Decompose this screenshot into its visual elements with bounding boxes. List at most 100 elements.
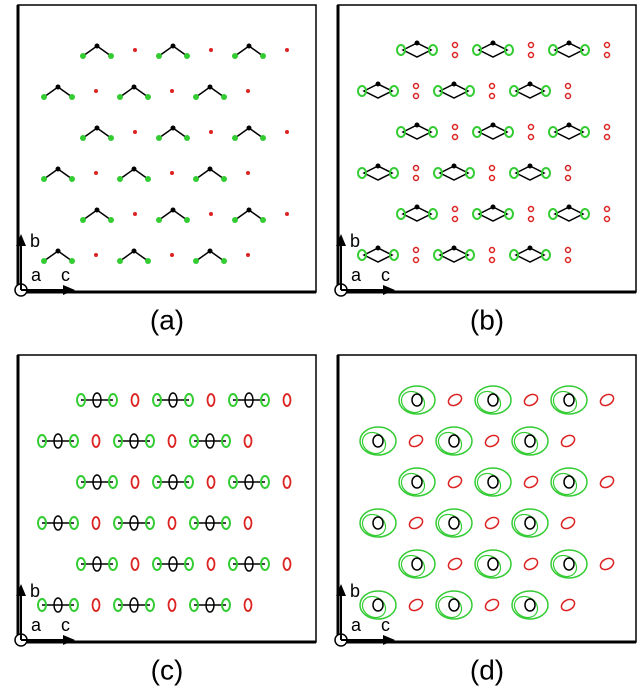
atom bbox=[436, 427, 472, 455]
ion bbox=[605, 135, 610, 140]
atom bbox=[56, 167, 61, 172]
atom bbox=[415, 41, 420, 46]
atom bbox=[567, 41, 572, 46]
ion bbox=[605, 53, 610, 58]
ion bbox=[446, 556, 463, 572]
atom bbox=[232, 53, 238, 59]
atom bbox=[449, 517, 459, 529]
ion bbox=[285, 130, 289, 134]
panel-label: (b) bbox=[470, 304, 504, 335]
atom bbox=[525, 599, 535, 611]
atom bbox=[41, 176, 47, 182]
ion bbox=[559, 433, 576, 449]
atom bbox=[193, 258, 199, 264]
atom bbox=[69, 94, 75, 100]
axis-label: a bbox=[31, 615, 42, 635]
ion bbox=[453, 135, 458, 140]
panel-frame bbox=[18, 355, 316, 642]
atom bbox=[475, 386, 511, 414]
atom bbox=[525, 435, 535, 447]
ion bbox=[483, 597, 500, 613]
ion bbox=[566, 84, 571, 89]
atom bbox=[475, 468, 511, 496]
atom bbox=[80, 217, 86, 223]
ion bbox=[453, 207, 458, 212]
atom bbox=[208, 249, 213, 254]
axis-label: c bbox=[61, 265, 70, 285]
atom bbox=[132, 249, 137, 254]
atom bbox=[399, 468, 435, 496]
atom bbox=[208, 85, 213, 90]
ion bbox=[566, 248, 571, 253]
atom bbox=[95, 44, 100, 49]
ion bbox=[284, 394, 291, 406]
axis-label: a bbox=[351, 265, 362, 285]
ion bbox=[529, 43, 534, 48]
atom bbox=[221, 94, 227, 100]
atom bbox=[491, 205, 496, 210]
atom bbox=[41, 258, 47, 264]
ion bbox=[209, 48, 213, 52]
atom bbox=[145, 258, 151, 264]
atom bbox=[415, 123, 420, 128]
axis-label: c bbox=[381, 615, 390, 635]
atom bbox=[373, 599, 383, 611]
ion bbox=[566, 258, 571, 263]
atom bbox=[232, 217, 238, 223]
ion bbox=[605, 217, 610, 222]
ion bbox=[132, 394, 139, 406]
atom bbox=[376, 246, 381, 251]
ion bbox=[94, 171, 98, 175]
ion bbox=[446, 392, 463, 408]
atom bbox=[247, 44, 252, 49]
atom bbox=[145, 176, 151, 182]
ion bbox=[93, 599, 100, 611]
ion bbox=[453, 217, 458, 222]
atom bbox=[528, 82, 533, 87]
ion bbox=[529, 125, 534, 130]
atom bbox=[117, 176, 123, 182]
ion bbox=[414, 84, 419, 89]
ion bbox=[414, 176, 419, 181]
atom bbox=[247, 126, 252, 131]
atom bbox=[184, 135, 190, 141]
atom bbox=[260, 53, 266, 59]
atom bbox=[156, 135, 162, 141]
ion bbox=[566, 94, 571, 99]
atom bbox=[567, 123, 572, 128]
ion bbox=[559, 597, 576, 613]
ion bbox=[453, 125, 458, 130]
axis-label: b bbox=[350, 581, 360, 601]
ion bbox=[209, 130, 213, 134]
panel-label: (a) bbox=[150, 304, 184, 335]
atom bbox=[376, 82, 381, 87]
ion bbox=[94, 89, 98, 93]
atom bbox=[156, 217, 162, 223]
ion bbox=[483, 515, 500, 531]
atom bbox=[436, 509, 472, 537]
axis-label: a bbox=[31, 265, 42, 285]
atom bbox=[373, 435, 383, 447]
ion bbox=[522, 474, 539, 490]
atom bbox=[512, 591, 548, 619]
page: bac(a)bac(b)bac(c)bac(d) (() => { const … bbox=[0, 0, 641, 694]
ion bbox=[490, 176, 495, 181]
atom bbox=[360, 509, 396, 537]
atom bbox=[525, 517, 535, 529]
ion bbox=[245, 517, 252, 529]
atom bbox=[528, 246, 533, 251]
atom bbox=[475, 550, 511, 578]
ion bbox=[93, 517, 100, 529]
ion bbox=[245, 599, 252, 611]
atom bbox=[452, 164, 457, 169]
ion bbox=[93, 435, 100, 447]
ion bbox=[407, 597, 424, 613]
ion bbox=[246, 89, 250, 93]
axis-label: b bbox=[30, 581, 40, 601]
atom bbox=[415, 205, 420, 210]
atom bbox=[449, 435, 459, 447]
atom bbox=[452, 82, 457, 87]
ion bbox=[169, 517, 176, 529]
atom bbox=[108, 53, 114, 59]
